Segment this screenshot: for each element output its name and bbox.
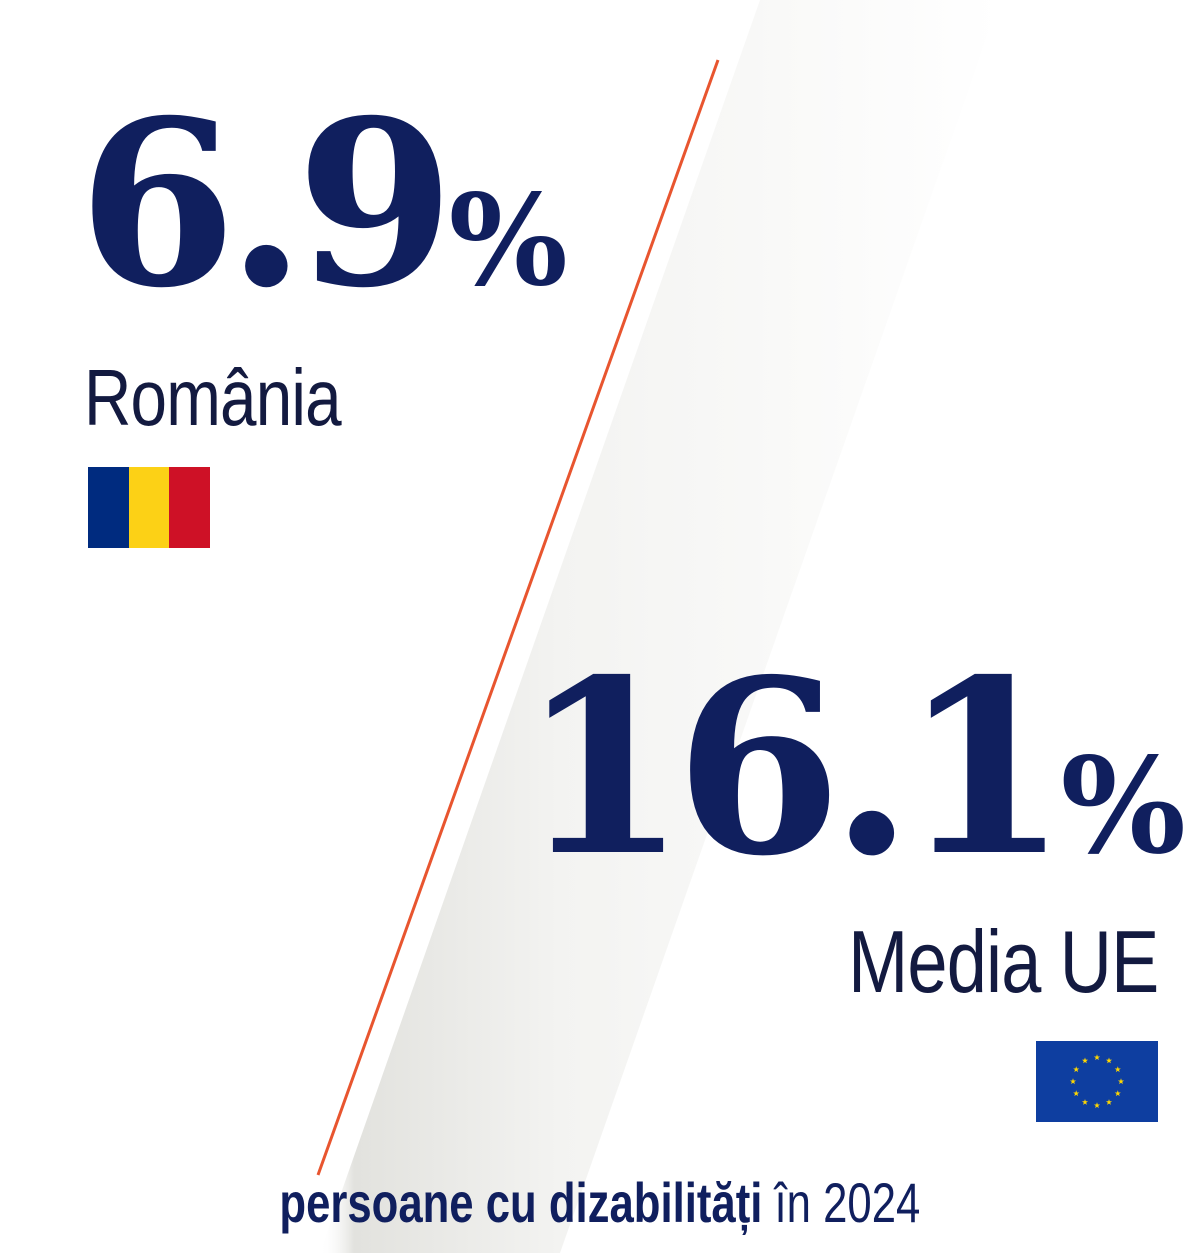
orange-divider-line [316, 59, 720, 1176]
eu-star-icon [1105, 1099, 1113, 1105]
eu-star-icon [1073, 1066, 1080, 1073]
romania-flag-blue-stripe [88, 467, 129, 548]
shaded-panel [320, 0, 1000, 1253]
eu-star-icon [1114, 1066, 1121, 1073]
eu-star-icon [1069, 1078, 1077, 1085]
eu-percent-sign: % [1060, 729, 1186, 884]
romania-flag-icon [88, 467, 211, 548]
eu-star-icon [1081, 1057, 1089, 1064]
eu-star-icon [1114, 1090, 1121, 1097]
caption-year-text: în 2024 [774, 1171, 921, 1234]
eu-label: Media UE [847, 912, 1159, 1011]
romania-label: România [84, 353, 342, 442]
eu-star-icon [1093, 1054, 1101, 1061]
eu-star-icon [1073, 1090, 1080, 1097]
eu-percentage: 16.1% [520, 648, 1186, 888]
eu-flag-stars [1069, 1054, 1125, 1109]
romania-percentage: 6.9% [78, 90, 568, 318]
romania-flag-red-stripe [169, 467, 211, 548]
romania-percent-sign: % [448, 166, 568, 314]
eu-star-icon [1105, 1057, 1113, 1064]
romania-value: 6.9 [78, 70, 455, 338]
eu-flag-icon [1036, 1041, 1158, 1122]
romania-flag-yellow-stripe [128, 467, 170, 548]
caption: persoane cu dizabilități în 2024 [0, 1175, 1200, 1231]
eu-star-icon [1117, 1078, 1125, 1085]
eu-star-icon [1081, 1099, 1089, 1105]
caption-text: persoane cu dizabilități în 2024 [280, 1175, 921, 1231]
eu-star-icon [1093, 1102, 1101, 1109]
eu-value: 16.1 [520, 627, 1069, 909]
caption-bold-text: persoane cu dizabilități [279, 1171, 763, 1234]
eu-flag-background [1036, 1041, 1158, 1122]
